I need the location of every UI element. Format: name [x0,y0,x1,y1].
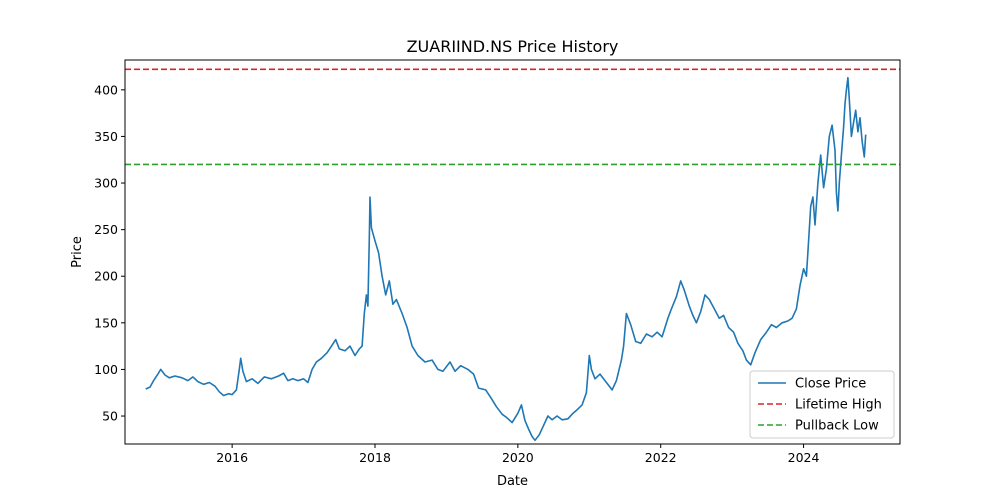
x-axis: 2016 2018 2020 2022 2024 [216,444,820,465]
x-tick-label: 2024 [788,450,820,465]
y-axis: 50 100 150 200 250 300 350 400 [94,82,125,424]
plot-area [124,59,901,445]
y-axis-title: Price [70,236,85,268]
y-tick-label: 350 [94,129,118,144]
legend-label-pullback-low: Pullback Low [795,419,879,434]
y-tick-label: 250 [94,222,118,237]
x-tick-label: 2016 [216,450,248,465]
y-tick-label: 150 [94,315,118,330]
plot-frame [124,59,901,445]
x-tick-label: 2018 [359,450,391,465]
chart-title: ZUARIIND.NS Price History [407,37,619,56]
x-tick-label: 2020 [502,450,534,465]
x-axis-title: Date [497,474,528,489]
legend-label-close-price: Close Price [795,377,866,392]
legend-label-lifetime-high: Lifetime High [795,398,882,413]
legend: Close Price Lifetime High Pullback Low [749,370,895,439]
legend-box [749,370,895,439]
y-tick-label: 200 [94,269,118,284]
y-tick-label: 100 [94,362,118,377]
y-tick-label: 50 [102,409,118,424]
x-tick-label: 2022 [645,450,677,465]
y-tick-label: 300 [94,176,118,191]
y-tick-label: 400 [94,82,118,97]
series-line-close-price [145,76,867,442]
